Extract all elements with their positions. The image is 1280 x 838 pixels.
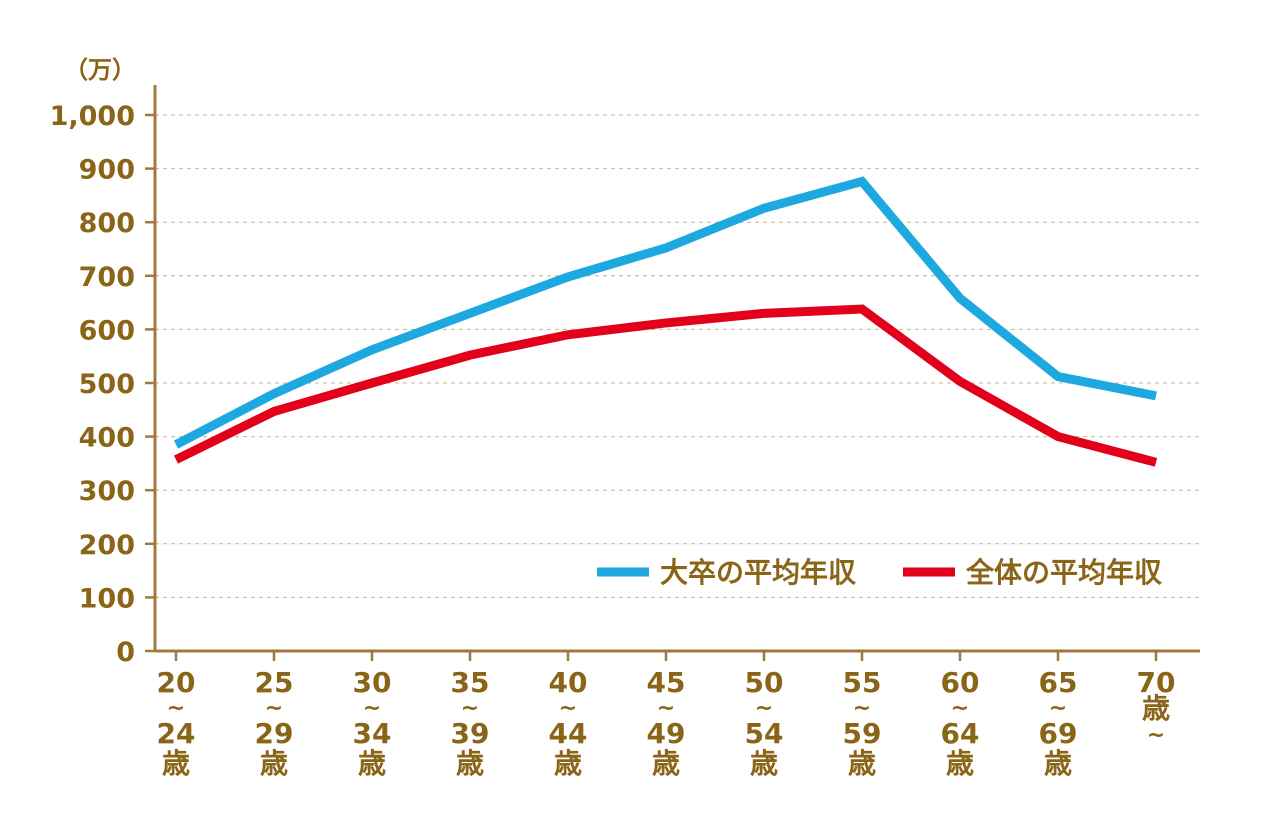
y-tick-labels: 0 100 200 300 400 500 600 700 800 900 1,000 [50, 101, 135, 668]
x-tick-label: 50 [745, 666, 784, 699]
x-tick-label: 歳 [554, 747, 582, 780]
x-tick-label: ~ [853, 696, 871, 721]
x-tick-label: 45 [647, 666, 686, 699]
y-tick-label: 0 [116, 637, 135, 668]
axes [145, 85, 1200, 661]
series-lines [173, 176, 1158, 467]
x-tick-label: 歳 [1044, 747, 1072, 780]
y-tick-label: 800 [79, 208, 135, 239]
x-tick-label: 29 [255, 717, 294, 750]
x-tick-label: ~ [1147, 723, 1165, 748]
x-tick-label: 44 [549, 717, 588, 750]
x-tick-label: 69 [1039, 717, 1078, 750]
y-tick-label: 100 [79, 583, 135, 614]
x-tick-label: 65 [1039, 666, 1078, 699]
y-tick-label: 1,000 [50, 101, 135, 132]
y-tick-label: 600 [79, 315, 135, 346]
gridlines [155, 114, 1200, 598]
legend-label: 大卒の平均年収 [660, 556, 857, 589]
x-tick-label: 59 [843, 717, 882, 750]
x-tick-label: 39 [451, 717, 490, 750]
x-tick-label: 歳 [358, 747, 386, 780]
x-tick-label: 54 [745, 717, 784, 750]
y-tick-label: 400 [79, 423, 135, 454]
y-tick-label: 300 [79, 476, 135, 507]
x-tick-label: 24 [157, 717, 196, 750]
x-tick-label: 歳 [652, 747, 680, 780]
x-tick-labels: 20~24歳25~29歳30~34歳35~39歳40~44歳45~49歳50~5… [157, 666, 1176, 780]
x-tick-label: 70 [1137, 666, 1176, 699]
x-tick-label: 歳 [750, 747, 778, 780]
x-tick-label: 64 [941, 717, 980, 750]
x-tick-label: ~ [657, 696, 675, 721]
x-tick-label: 30 [353, 666, 392, 699]
legend-label: 全体の平均年収 [965, 556, 1163, 589]
y-tick-label: 900 [79, 155, 135, 186]
x-tick-label: 歳 [946, 747, 974, 780]
x-tick-label: 34 [353, 717, 392, 750]
x-tick-label: ~ [559, 696, 577, 721]
x-tick-label: ~ [363, 696, 381, 721]
x-tick-label: 歳 [1142, 692, 1170, 725]
y-unit-label: （万） [64, 56, 136, 84]
legend: 大卒の平均年収 全体の平均年収 [597, 556, 1163, 589]
x-tick-label: 歳 [848, 747, 876, 780]
x-tick-label: ~ [461, 696, 479, 721]
x-tick-label: 歳 [162, 747, 190, 780]
x-tick-label: 55 [843, 666, 882, 699]
x-tick-label: ~ [167, 696, 185, 721]
x-tick-label: ~ [755, 696, 773, 721]
x-tick-label: ~ [265, 696, 283, 721]
x-tick-label: 49 [647, 717, 686, 750]
y-tick-label: 700 [79, 262, 135, 293]
x-tick-label: ~ [951, 696, 969, 721]
y-tick-label: 200 [79, 530, 135, 561]
y-tick-label: 500 [79, 369, 135, 400]
x-tick-label: 60 [941, 666, 980, 699]
x-tick-label: 25 [255, 666, 294, 699]
x-tick-label: 35 [451, 666, 490, 699]
x-tick-label: 歳 [260, 747, 288, 780]
x-tick-label: ~ [1049, 696, 1067, 721]
x-tick-label: 歳 [456, 747, 484, 780]
x-tick-label: 40 [549, 666, 588, 699]
x-tick-label: 20 [157, 666, 196, 699]
